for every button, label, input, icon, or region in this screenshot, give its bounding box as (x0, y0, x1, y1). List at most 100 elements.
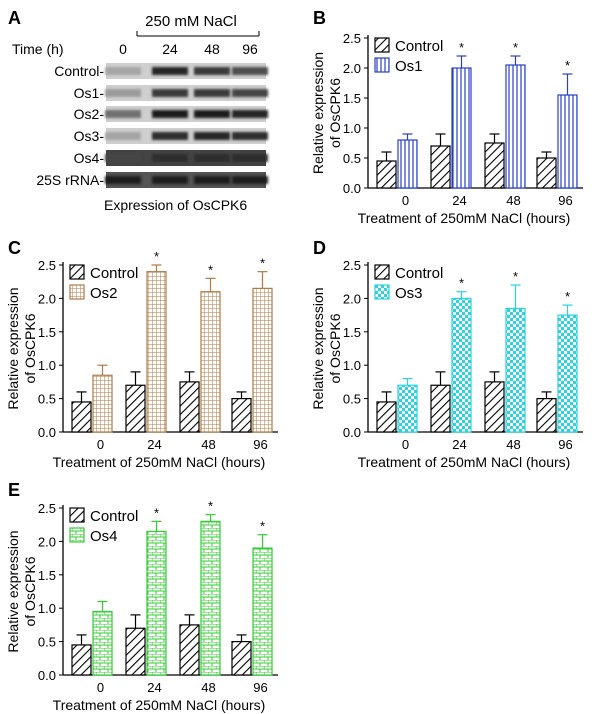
blot-band (194, 154, 230, 162)
legend-label: Os1 (395, 58, 423, 75)
blot-band (194, 67, 230, 75)
y-axis-label: Relative expressionof OsCPK6 (5, 530, 38, 652)
blot-band (105, 132, 141, 140)
bar-os4 (200, 520, 221, 676)
y-axis-label: Relative expressionof OsCPK6 (310, 52, 343, 174)
bar-control (125, 627, 146, 676)
blot-row-label: 25S rRNA- (36, 172, 104, 188)
y-tick-label: 0.5 (343, 392, 361, 407)
blot-row-label: Os1- (74, 85, 105, 101)
legend-label: Os3 (395, 285, 423, 302)
blot-band (152, 132, 188, 140)
bar-os4 (252, 547, 273, 676)
x-tick-label: 24 (147, 437, 161, 452)
legend-swatch (69, 264, 85, 280)
blot-band (105, 154, 141, 162)
significance-marker: * (513, 40, 518, 55)
bar-control (231, 640, 252, 676)
x-tick-label: 96 (558, 193, 572, 208)
x-tick-label: 0 (97, 437, 104, 452)
x-tick-label: 24 (452, 437, 466, 452)
bar-os3 (397, 384, 418, 433)
significance-marker: * (260, 256, 265, 271)
legend-swatch (374, 264, 390, 280)
significance-marker: * (208, 499, 213, 514)
blot-band (232, 176, 268, 184)
y-axis-label-line: of OsCPK6 (327, 78, 343, 148)
legend-swatch (69, 527, 85, 543)
blot-band (105, 176, 141, 184)
significance-marker: * (459, 40, 464, 55)
y-tick-label: 0.5 (38, 392, 56, 407)
x-axis-label: Treatment of 250mM NaCl (hours) (53, 454, 266, 470)
bar-os2 (92, 374, 113, 433)
blot-time-48: 48 (204, 41, 220, 57)
significance-marker: * (565, 289, 570, 304)
significance-marker: * (154, 505, 159, 520)
y-tick-label: 2.0 (38, 291, 56, 306)
y-tick-label: 1.0 (38, 601, 56, 616)
x-tick-label: 24 (452, 193, 466, 208)
y-tick-label: 1.0 (343, 121, 361, 136)
blot-band (105, 89, 141, 97)
panel-label-d: D (313, 238, 326, 258)
y-tick-label: 0.5 (38, 635, 56, 650)
x-axis-label: Treatment of 250mM NaCl (hours) (358, 210, 571, 226)
y-axis-label-line: of OsCPK6 (327, 313, 343, 383)
legend-swatch (374, 57, 390, 73)
x-tick-label: 0 (97, 680, 104, 695)
blot-band (194, 176, 230, 184)
y-tick-label: 2.0 (38, 534, 56, 549)
legend-label: Control (90, 265, 138, 282)
blot-band (194, 89, 230, 97)
y-axis-label-line: of OsCPK6 (22, 313, 38, 383)
y-tick-label: 2.5 (38, 501, 56, 516)
bar-os4 (92, 610, 113, 676)
bar-control (231, 398, 252, 433)
y-tick-label: 0.0 (38, 668, 56, 683)
y-axis-label: Relative expressionof OsCPK6 (5, 287, 38, 409)
x-axis-label: Treatment of 250mM NaCl (hours) (358, 454, 571, 470)
significance-marker: * (154, 249, 159, 264)
y-tick-label: 1.5 (343, 91, 361, 106)
bar-control (484, 142, 505, 189)
bar-os1 (505, 64, 526, 189)
bar-control (536, 398, 557, 433)
y-tick-label: 0.5 (343, 151, 361, 166)
blot-band (194, 132, 230, 140)
significance-marker: * (459, 276, 464, 291)
blot-band (232, 132, 268, 140)
y-axis-label-line: Relative expression (5, 530, 21, 652)
y-tick-label: 2.0 (343, 61, 361, 76)
y-tick-label: 2.5 (343, 258, 361, 273)
bar-control (179, 381, 200, 433)
legend-swatch (69, 507, 85, 523)
legend-label: Os2 (90, 285, 118, 302)
y-tick-label: 2.5 (38, 258, 56, 273)
blot-band (152, 176, 188, 184)
blot-time-24: 24 (162, 41, 178, 57)
legend-label: Control (90, 508, 138, 525)
x-tick-label: 96 (253, 680, 267, 695)
x-tick-label: 0 (402, 437, 409, 452)
panel-label-e: E (8, 480, 20, 500)
panel-label-c: C (8, 238, 21, 258)
blot-band (232, 154, 268, 162)
blot-band (152, 110, 188, 118)
blot-band (105, 110, 141, 118)
y-tick-label: 0.0 (343, 425, 361, 440)
blot-band (152, 67, 188, 75)
bar-control (179, 624, 200, 676)
legend-label: Os4 (90, 528, 118, 545)
y-tick-label: 1.5 (343, 325, 361, 340)
blot-band (232, 89, 268, 97)
blot-band (194, 110, 230, 118)
blot-band (105, 67, 141, 75)
blot-band (232, 110, 268, 118)
significance-marker: * (208, 262, 213, 277)
bar-control (71, 644, 92, 676)
legend-label: Control (395, 38, 443, 55)
